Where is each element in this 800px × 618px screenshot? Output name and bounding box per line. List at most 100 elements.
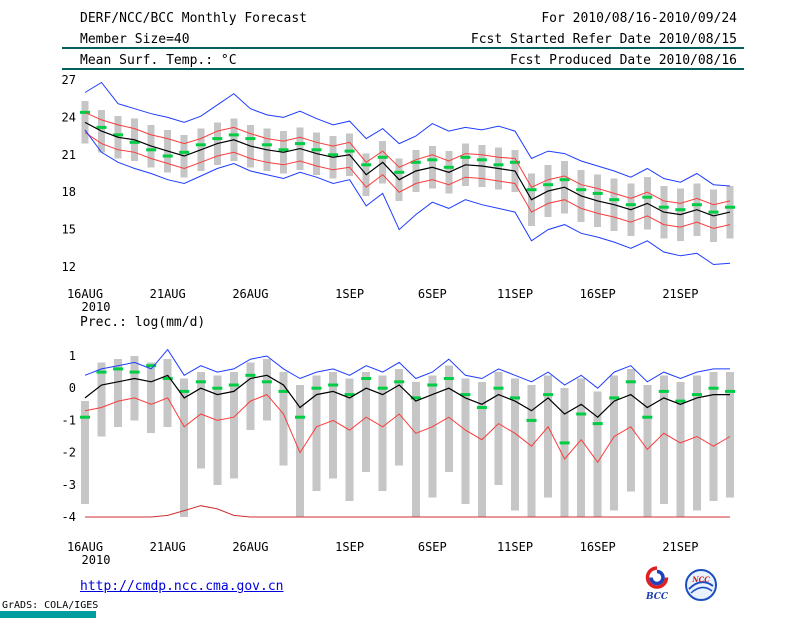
x-tick-label: 21AUG bbox=[150, 540, 186, 554]
observation-dash bbox=[96, 125, 107, 129]
ensemble-spread bbox=[577, 378, 586, 517]
ensemble-spread bbox=[213, 375, 222, 485]
observation-dash bbox=[311, 148, 322, 152]
ensemble-spread bbox=[163, 359, 172, 427]
observation-dash bbox=[510, 160, 520, 164]
observation-dash bbox=[559, 178, 570, 182]
observation-dash bbox=[328, 153, 339, 157]
observation-dash bbox=[493, 386, 504, 390]
ensemble-min-line bbox=[85, 505, 730, 518]
observation-dash bbox=[311, 386, 322, 390]
x-tick-label: 1SEP bbox=[335, 287, 364, 301]
observation-dash bbox=[725, 205, 735, 209]
observation-dash bbox=[427, 383, 438, 387]
ensemble-spread bbox=[378, 375, 387, 492]
ensemble-spread bbox=[147, 362, 156, 434]
observation-dash bbox=[129, 370, 140, 374]
ensemble-spread bbox=[97, 362, 106, 437]
observation-dash bbox=[410, 396, 421, 400]
y-tick-label: 1 bbox=[69, 349, 76, 363]
x-tick-label: 26AUG bbox=[232, 540, 268, 554]
ensemble-spread bbox=[659, 375, 668, 505]
observation-dash bbox=[625, 380, 636, 384]
ensemble-spread bbox=[130, 356, 139, 421]
x-tick-label: 26AUG bbox=[232, 287, 268, 301]
ensemble-spread bbox=[262, 359, 271, 421]
ensemble-spread bbox=[229, 372, 238, 479]
y-tick-label: 18 bbox=[62, 185, 76, 199]
observation-dash bbox=[691, 393, 702, 397]
observation-dash bbox=[228, 133, 239, 137]
observation-dash bbox=[526, 418, 537, 422]
observation-dash bbox=[725, 389, 735, 393]
observation-dash bbox=[162, 377, 173, 380]
ensemble-spread bbox=[527, 385, 536, 517]
forecast-period: For 2010/08/16-2010/09/24 bbox=[541, 11, 737, 26]
observation-dash bbox=[460, 155, 471, 159]
x-tick-label: 21SEP bbox=[662, 287, 698, 301]
y-tick-label: 27 bbox=[62, 73, 76, 87]
observation-dash bbox=[642, 415, 653, 419]
ncc-logo: NCC bbox=[684, 568, 718, 606]
observation-dash bbox=[195, 380, 206, 384]
observation-dash bbox=[344, 393, 355, 397]
observation-dash bbox=[261, 143, 272, 147]
observation-dash bbox=[96, 370, 107, 374]
header-divider-1 bbox=[62, 47, 744, 49]
observation-dash bbox=[245, 373, 256, 377]
upper-quartile-line bbox=[84, 111, 731, 206]
x-tick-label: 16SEP bbox=[580, 287, 616, 301]
observation-dash bbox=[576, 412, 587, 416]
observation-dash bbox=[146, 148, 157, 152]
observation-dash bbox=[261, 380, 272, 384]
refer-date: Fcst Started Refer Date 2010/08/15 bbox=[470, 32, 737, 47]
observation-dash bbox=[245, 137, 256, 141]
observation-dash bbox=[228, 383, 239, 387]
bcc-logo: BCC bbox=[640, 566, 674, 602]
observation-dash bbox=[195, 143, 206, 147]
observation-dash bbox=[658, 389, 669, 393]
x-tick-label: 11SEP bbox=[497, 287, 533, 301]
x-tick-label: 6SEP bbox=[418, 287, 447, 301]
website-link[interactable]: http://cmdp.ncc.cma.gov.cn bbox=[80, 579, 284, 594]
observation-dash bbox=[410, 160, 421, 164]
observation-dash bbox=[212, 386, 223, 390]
observation-dash bbox=[460, 393, 471, 397]
observation-dash bbox=[162, 154, 173, 158]
observation-dash bbox=[443, 377, 454, 380]
y-tick-label: -1 bbox=[62, 413, 76, 427]
ensemble-min-line bbox=[84, 129, 731, 266]
observation-dash bbox=[443, 165, 454, 169]
precipitation-panel: 1 0 -1 -2 -3 -4 16AUG 21AUG 26AUG 1SEP 6SEP 11SEP 16… bbox=[62, 348, 735, 567]
ensemble-spread bbox=[477, 381, 486, 517]
x-tick-label: 16AUG bbox=[67, 287, 103, 301]
y-tick-label: 12 bbox=[62, 260, 76, 274]
x-tick-label: 1SEP bbox=[335, 540, 364, 554]
observation-dash bbox=[295, 142, 305, 146]
y-tick-label: -4 bbox=[62, 510, 76, 524]
observation-dash bbox=[377, 155, 388, 159]
observation-dash bbox=[543, 183, 554, 187]
observation-dash bbox=[278, 389, 289, 393]
y-tick-label: 0 bbox=[69, 381, 76, 395]
observation-dash bbox=[658, 205, 669, 209]
ensemble-spread bbox=[610, 375, 619, 511]
x-tick-label: 11SEP bbox=[497, 540, 533, 554]
observation-dash bbox=[625, 203, 636, 207]
ensemble-spread bbox=[114, 359, 123, 427]
observation-dash bbox=[510, 396, 520, 400]
ensemble-spread bbox=[444, 365, 453, 472]
ensemble-spread bbox=[411, 381, 420, 517]
observation-dash bbox=[609, 396, 620, 400]
ensemble-spread bbox=[593, 391, 602, 517]
year-label: 2010 bbox=[82, 300, 111, 314]
ensemble-spread bbox=[329, 372, 338, 479]
ensemble-max-line bbox=[84, 81, 731, 187]
bcc-logo-text: BCC bbox=[645, 592, 669, 602]
ensemble-spread bbox=[395, 368, 404, 466]
ensemble-spread bbox=[709, 372, 718, 501]
observation-dash bbox=[476, 158, 487, 162]
ensemble-mean-line bbox=[84, 374, 730, 418]
ensemble-spread bbox=[246, 362, 255, 430]
ensemble-spread bbox=[180, 378, 189, 517]
